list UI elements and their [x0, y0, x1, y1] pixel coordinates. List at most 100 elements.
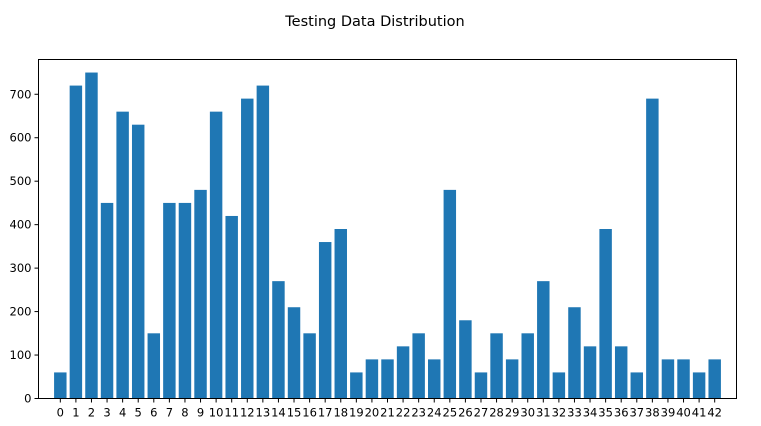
bar-33 — [568, 307, 581, 399]
x-tick-label-6: 6 — [150, 406, 157, 420]
y-tick-label-200: 200 — [10, 305, 32, 319]
bar-25 — [443, 189, 457, 399]
bar-13 — [256, 85, 270, 399]
bar-5 — [131, 124, 145, 399]
y-tick-label-700: 700 — [10, 87, 32, 101]
x-tick-label-17: 17 — [318, 406, 333, 420]
bar-31 — [537, 281, 550, 399]
x-tick-label-3: 3 — [103, 406, 110, 420]
x-tick-label-8: 8 — [181, 406, 188, 420]
x-tick-label-23: 23 — [411, 406, 426, 420]
bar-9 — [194, 189, 207, 399]
bar-41 — [692, 372, 706, 399]
x-tick-label-25: 25 — [443, 406, 458, 420]
x-tick-label-19: 19 — [349, 406, 364, 420]
x-tick-label-12: 12 — [240, 406, 255, 420]
bar-39 — [661, 359, 675, 399]
bar-38 — [646, 98, 659, 399]
bar-24 — [428, 359, 441, 399]
bar-11 — [225, 215, 238, 399]
bar-22 — [396, 346, 410, 399]
bar-4 — [116, 111, 129, 399]
bar-14 — [272, 281, 285, 399]
x-tick-label-10: 10 — [209, 406, 224, 420]
bar-10 — [209, 111, 223, 399]
bar-40 — [677, 359, 690, 399]
bar-15 — [287, 307, 301, 399]
x-tick-label-13: 13 — [256, 406, 271, 420]
x-tick-label-31: 31 — [536, 406, 551, 420]
y-axis: 0 100 200 300 400 500 600 700 — [10, 87, 39, 406]
x-tick-label-28: 28 — [489, 406, 504, 420]
x-tick-label-33: 33 — [567, 406, 582, 420]
bar-34 — [583, 346, 597, 399]
bar-18 — [334, 229, 347, 399]
x-tick-label-27: 27 — [474, 406, 489, 420]
x-tick-label-24: 24 — [427, 406, 442, 420]
x-tick-label-36: 36 — [614, 406, 629, 420]
y-tick-label-0: 0 — [24, 392, 31, 406]
bar-19 — [350, 372, 363, 399]
bar-20 — [365, 359, 379, 399]
bar-16 — [303, 333, 316, 399]
x-tick-label-39: 39 — [661, 406, 676, 420]
bar-3 — [100, 202, 114, 399]
x-tick-label-34: 34 — [583, 406, 598, 420]
bar-7 — [163, 202, 176, 399]
x-tick-label-11: 11 — [224, 406, 239, 420]
x-tick-label-5: 5 — [135, 406, 142, 420]
x-tick-label-16: 16 — [302, 406, 317, 420]
bar-30 — [521, 333, 534, 399]
bar-32 — [552, 372, 566, 399]
bar-6 — [147, 333, 161, 399]
x-tick-label-40: 40 — [676, 406, 691, 420]
x-tick-label-42: 42 — [707, 406, 722, 420]
bar-37 — [630, 372, 644, 399]
x-tick-label-29: 29 — [505, 406, 520, 420]
plot-frame — [38, 59, 737, 399]
x-tick-label-14: 14 — [271, 406, 286, 420]
y-tick-label-600: 600 — [10, 131, 32, 145]
x-tick-label-30: 30 — [520, 406, 535, 420]
x-tick-label-37: 37 — [629, 406, 644, 420]
bar-1 — [69, 85, 83, 399]
x-tick-label-26: 26 — [458, 406, 473, 420]
y-tick-label-500: 500 — [10, 174, 32, 188]
bar-8 — [178, 202, 192, 399]
x-tick-label-35: 35 — [598, 406, 613, 420]
bar-17 — [318, 242, 332, 399]
bar-35 — [599, 229, 612, 399]
bars-group — [54, 72, 721, 399]
x-tick-label-7: 7 — [166, 406, 173, 420]
chart-title: Testing Data Distribution — [284, 14, 464, 30]
x-tick-label-38: 38 — [645, 406, 660, 420]
x-tick-label-4: 4 — [119, 406, 126, 420]
bar-2 — [85, 72, 98, 399]
x-tick-label-20: 20 — [365, 406, 380, 420]
x-tick-label-15: 15 — [287, 406, 302, 420]
x-tick-label-2: 2 — [88, 406, 95, 420]
x-tick-label-1: 1 — [72, 406, 79, 420]
bar-21 — [381, 359, 394, 399]
x-tick-label-41: 41 — [692, 406, 707, 420]
bar-29 — [505, 359, 519, 399]
x-tick-label-22: 22 — [396, 406, 411, 420]
bar-36 — [614, 346, 628, 399]
bar-0 — [54, 372, 67, 399]
x-tick-label-18: 18 — [333, 406, 348, 420]
bar-27 — [474, 372, 488, 399]
bar-23 — [412, 333, 425, 399]
bar-28 — [490, 333, 503, 399]
bar-42 — [708, 359, 721, 399]
x-tick-label-32: 32 — [552, 406, 567, 420]
x-tick-label-9: 9 — [197, 406, 204, 420]
bar-26 — [459, 320, 472, 399]
bar-12 — [241, 98, 254, 399]
y-tick-label-100: 100 — [10, 348, 32, 362]
x-tick-label-0: 0 — [57, 406, 64, 420]
y-tick-label-300: 300 — [10, 261, 32, 275]
x-tick-label-21: 21 — [380, 406, 395, 420]
x-axis: 0 1 2 3 4 5 6 7 8 9 10 11 12 13 14 15 16 17 18 19 20 21 22 23 24… — [57, 398, 722, 420]
y-tick-label-400: 400 — [10, 218, 32, 232]
